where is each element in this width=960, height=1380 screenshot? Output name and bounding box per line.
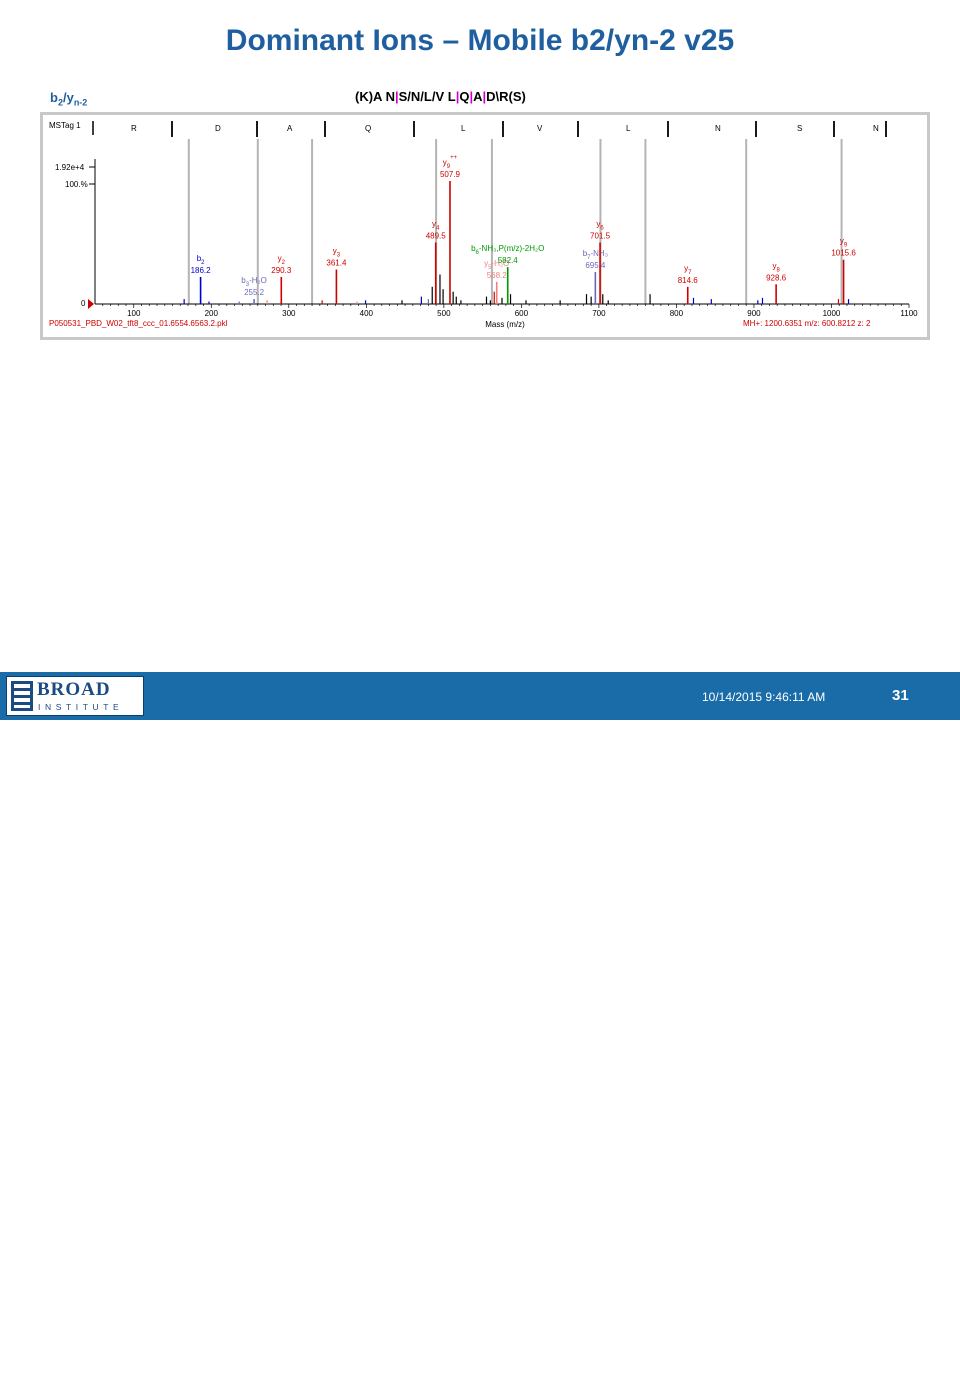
x-tick-label: 1100	[900, 309, 918, 318]
x-tick-label: 400	[360, 309, 374, 318]
page-number: 31	[892, 687, 909, 704]
sequence-part: /	[420, 89, 424, 104]
ion-label: b6-NH₃,P(m/z)-2H₂O	[471, 244, 544, 256]
program-label: MSTag 1	[49, 121, 81, 130]
intensity-100-label: 100.%	[65, 180, 88, 189]
intensity-max-label: 1.92e+4	[55, 163, 85, 172]
ion-type-label: b2/yn-2	[50, 90, 87, 108]
x-tick-label: 300	[282, 309, 296, 318]
residue-label: Q	[365, 124, 371, 133]
ion-mz-label: 255.2	[244, 288, 265, 297]
sequence-part: (K)A N	[355, 89, 395, 104]
x-tick-label: 800	[670, 309, 684, 318]
author-name: Karl Clauser	[166, 1358, 213, 1368]
ion-mz-label: 290.3	[271, 266, 292, 275]
residue-label: L	[626, 124, 631, 133]
ion-mz-label: 695.4	[585, 261, 606, 270]
sequence-part: |	[394, 89, 399, 104]
sequence-part: |	[455, 89, 460, 104]
residue-label: D	[215, 124, 221, 133]
x-tick-label: 900	[747, 309, 761, 318]
ion-label: y7	[684, 264, 692, 276]
residue-label: R	[131, 124, 137, 133]
x-tick-label: 600	[515, 309, 529, 318]
ion-mz-label: 489.5	[426, 232, 447, 241]
sequence-part: L	[423, 89, 432, 104]
ion-label: y2	[278, 254, 286, 266]
sequence-part: V L	[435, 89, 456, 104]
ion-label: b3-H₂O	[241, 276, 267, 288]
ion-label: y4	[432, 220, 440, 232]
ion-mz-label: 701.5	[590, 232, 611, 241]
logo-text: BROAD	[37, 679, 111, 700]
sequence-part: Q	[459, 89, 470, 104]
ion-label: y8	[772, 261, 780, 273]
ion-type-mid: /y	[62, 90, 74, 105]
residue-label: N	[873, 124, 879, 133]
peptide-sequence: (K)A N|S/N/L/V L|Q|A|D\R(S)	[355, 89, 526, 104]
author-block: Karl Clauser Proteomics and Biomarker Di…	[166, 1358, 306, 1380]
sequence-part: R(S)	[499, 89, 526, 104]
x-tick-label: 500	[437, 309, 451, 318]
ion-label: y5-H₂O	[484, 259, 509, 271]
sequence-part: |	[469, 89, 474, 104]
residue-label: S	[797, 124, 802, 133]
sequence-part: |	[482, 89, 487, 104]
ion-type-sub1: 2	[57, 97, 63, 108]
residue-label: L	[461, 124, 466, 133]
ion-mz-label: 582.4	[498, 256, 519, 265]
y-zero-label: 0	[81, 299, 86, 308]
ion-label: y9	[840, 237, 848, 249]
sequence-part: /	[431, 89, 436, 104]
x-tick-label: 1000	[823, 309, 841, 318]
mh-label: MH+: 1200.6351 m/z: 600.8212 z: 2	[743, 319, 871, 328]
ion-mz-label: 568.2	[487, 271, 508, 280]
ion-label: b2	[197, 254, 205, 266]
residue-label: N	[715, 124, 721, 133]
ion-label: y6	[596, 220, 604, 232]
ion-mz-label: 361.4	[326, 259, 347, 268]
ms-spectrum-chart: MSTag 1 R D A Q L V L N S N 1.92e+4 100.% 0 100 200 300 4…	[49, 121, 918, 329]
ion-mz-label: 186.2	[191, 266, 212, 275]
author-department: Proteomics and Biomarker Discovery	[166, 1369, 306, 1379]
ion-label: y9++	[443, 155, 458, 170]
residue-label: V	[537, 124, 543, 133]
ion-type-main: b	[50, 90, 58, 105]
ion-label: y3	[333, 247, 341, 259]
residue-label: A	[287, 124, 293, 133]
spectrum-panel: MSTag 1 R D A Q L V L N S N 1.92e+4 100.% 0 100 200 300 4…	[40, 112, 930, 340]
x-tick-label: 200	[205, 309, 219, 318]
sequence-part: A	[473, 89, 483, 104]
slide-date: 10/14/2015 9:46:11 AM	[702, 690, 826, 704]
broad-logo: BROAD INSTITUTE	[6, 676, 144, 716]
ion-mz-label: 507.9	[440, 170, 461, 179]
sequence-part: S	[398, 89, 408, 104]
sequence-part: /	[407, 89, 411, 104]
logo-subtext: INSTITUTE	[38, 702, 124, 712]
x-axis-label: Mass (m/z)	[485, 320, 525, 329]
ion-type-sub2: n-2	[73, 97, 88, 108]
x-tick-label: 700	[592, 309, 606, 318]
ion-mz-label: 1015.6	[831, 249, 856, 258]
sequence-part: D	[486, 89, 496, 104]
ion-mz-label: 814.6	[678, 276, 699, 285]
slide-title: Dominant Ions – Mobile b2/yn-2 v25	[225, 24, 735, 57]
broad-logo-icon	[11, 681, 33, 711]
x-tick-label: 100	[127, 309, 141, 318]
file-label: P050531_PBD_W02_tft8_ccc_01.6554.6563.2.…	[49, 319, 228, 328]
footer-bar: BROAD INSTITUTE Karl Clauser Proteomics …	[0, 672, 960, 1379]
sequence-part: \	[495, 89, 500, 104]
sequence-part: N	[410, 89, 421, 104]
ion-label: b7-NH₃	[583, 249, 608, 261]
ion-mz-label: 928.6	[766, 273, 787, 282]
precursor-marker	[88, 299, 94, 309]
